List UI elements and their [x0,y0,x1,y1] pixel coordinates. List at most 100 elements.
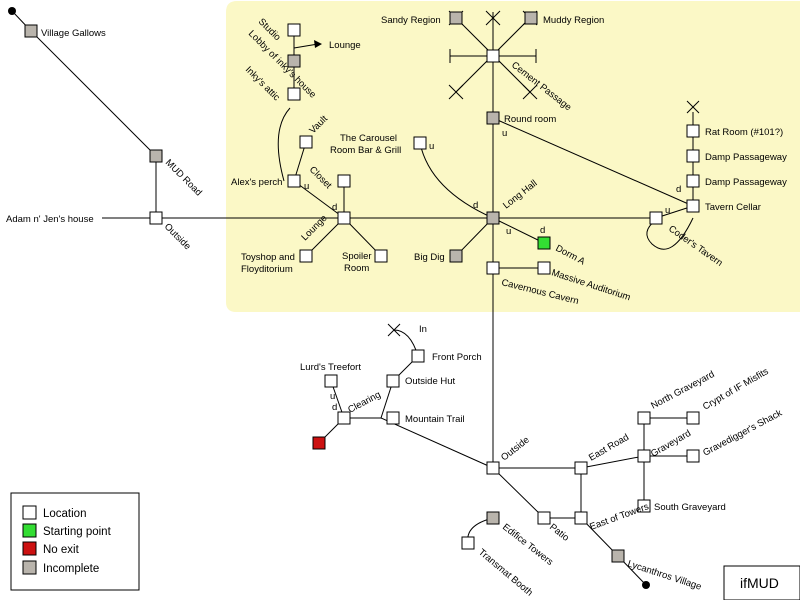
arrow-lounge-link [314,40,322,48]
room-label-east-road: East Road [587,432,631,464]
room-label-muddy-region: Muddy Region [543,15,604,26]
exit-label-long-hall-u: u [506,226,511,237]
room-east-road[interactable] [574,461,588,475]
legend-swatch-location [22,505,37,520]
room-cavernous-cavern[interactable] [486,261,500,275]
exit-label-treefort-u: u [330,391,335,402]
room-big-dig[interactable] [449,249,463,263]
room-graveyard[interactable] [637,449,651,463]
room-label-toyshop-line1: Toyshop and [241,252,295,263]
room-lounge[interactable] [337,211,351,225]
room-label-clearing: Clearing [346,389,382,415]
room-label-graveyard: Graveyard [649,428,693,460]
room-inky-attic[interactable] [287,87,301,101]
legend-label-noexit: No exit [43,544,80,556]
room-lobby-inky[interactable] [287,54,301,68]
room-clearing[interactable] [337,411,351,425]
room-vault[interactable] [299,135,313,149]
legend-swatch-start [22,523,37,538]
room-toyshop[interactable] [299,249,313,263]
room-long-hall[interactable] [486,211,500,225]
room-label-gravedigger: Gravedigger's Shack [701,408,784,459]
room-crypt[interactable] [686,411,700,425]
room-mud-road[interactable] [149,149,163,163]
brand-frame [723,565,800,600]
room-label-front-porch: Front Porch [432,352,482,363]
room-coders-tavern[interactable] [649,211,663,225]
room-label-outside-hut: Outside Hut [405,376,456,387]
room-lycanthros-village[interactable] [611,549,625,563]
room-edifice-towers[interactable] [486,511,500,525]
room-label-carousel: The Carousel Room Bar & Grill [330,133,401,156]
brand-title: ifMUD [740,575,779,591]
room-damp-passageway-1[interactable] [686,149,700,163]
exit-label-clearing-d: d [332,402,337,413]
room-label-spoiler-room: Spoiler Room [342,251,374,274]
room-no-exit[interactable] [312,436,326,450]
room-dorm-a[interactable] [537,236,551,250]
room-label-carousel-line2: Room Bar & Grill [330,145,401,156]
room-label-round-room: Round room [504,114,556,125]
room-label-outside-west: Outside [162,221,193,252]
room-round-room[interactable] [486,111,500,125]
room-east-of-towers[interactable] [574,511,588,525]
room-label-big-dig: Big Dig [414,252,445,263]
room-label-lycanthros-village: Lycanthros Village [626,558,703,592]
room-label-damp-passageway-2: Damp Passageway [705,177,787,188]
room-outside-hut[interactable] [386,374,400,388]
room-label-outside-south: Outside [499,435,532,464]
room-label-rat-room: Rat Room (#101?) [705,127,783,138]
legend-swatch-incomplete [22,560,37,575]
room-label-east-of-towers: East of Towers [588,501,650,533]
room-north-graveyard[interactable] [637,411,651,425]
room-label-toyshop-line2: Floyditorium [241,264,293,275]
room-lurds-treefort[interactable] [324,374,338,388]
room-label-alex-perch: Alex's perch [231,177,282,188]
room-south-graveyard[interactable] [637,499,651,513]
room-label-tavern-cellar: Tavern Cellar [705,202,761,213]
map-endpoint-south [642,581,650,589]
room-spoiler-room[interactable] [374,249,388,263]
exit-label-long-hall-d: d [473,200,478,211]
room-rat-room[interactable] [686,124,700,138]
room-closet[interactable] [337,174,351,188]
legend-label-incomplete: Incomplete [43,563,99,575]
room-cement-passage[interactable] [486,49,500,63]
main-region-background [226,1,800,312]
room-village-gallows[interactable] [24,24,38,38]
exit-label-tavern-d: d [676,184,681,195]
map-endpoint-northwest [8,7,16,15]
room-label-mountain-trail: Mountain Trail [405,414,465,425]
room-label-sandy-region: Sandy Region [381,15,441,26]
room-alex-perch[interactable] [287,174,301,188]
room-outside-west[interactable] [149,211,163,225]
room-label-toyshop: Toyshop and Floyditorium [241,252,298,275]
room-studio[interactable] [287,23,301,37]
room-patio[interactable] [537,511,551,525]
room-gravedigger[interactable] [686,449,700,463]
room-label-carousel-line1: The Carousel [340,133,397,144]
exit-label-alex-u: u [304,181,309,192]
room-muddy-region[interactable] [524,11,538,25]
legend: Location Starting point No exit Incomple… [10,492,140,591]
room-label-edifice-towers: Edifice Towers [500,522,555,568]
legend-swatch-noexit [22,541,37,556]
room-front-porch[interactable] [411,349,425,363]
room-outside-south[interactable] [486,461,500,475]
room-transmat-booth[interactable] [461,536,475,550]
room-mountain-trail[interactable] [386,411,400,425]
room-massive-auditorium[interactable] [537,261,551,275]
exit-label-carousel-u: u [429,141,434,152]
room-label-spoiler-line2: Room [344,263,369,274]
room-carousel[interactable] [413,136,427,150]
legend-label-location: Location [43,508,86,520]
room-damp-passageway-2[interactable] [686,174,700,188]
room-sandy-region[interactable] [449,11,463,25]
room-label-damp-passageway-1: Damp Passageway [705,152,787,163]
brand-box: ifMUD [723,565,800,600]
exit-label-porch-in: In [419,324,427,335]
room-label-south-graveyard: South Graveyard [654,502,726,513]
room-tavern-cellar[interactable] [686,199,700,213]
